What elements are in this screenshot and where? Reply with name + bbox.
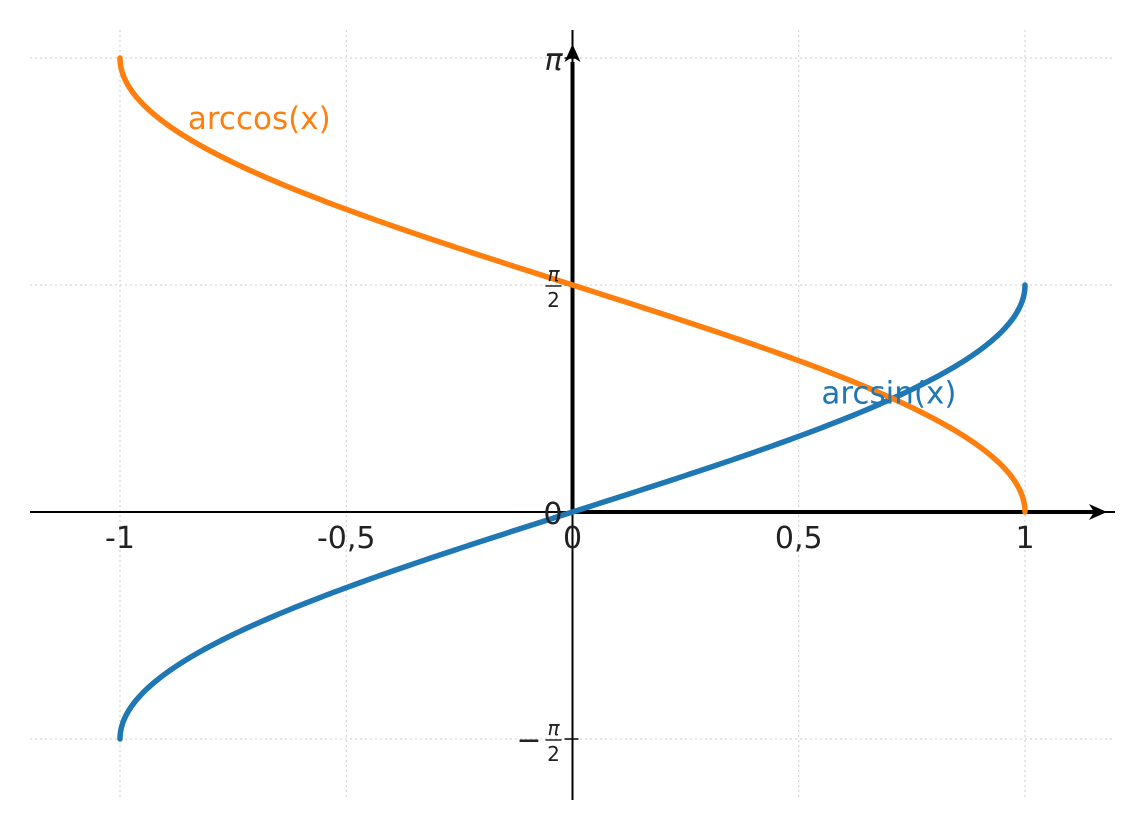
- series-line-arccos: [117, 55, 1028, 515]
- x-axis-arrowhead: [1089, 504, 1107, 520]
- series-label-arccos: arccos(x): [188, 101, 331, 137]
- fraction-denominator: 2: [547, 742, 560, 766]
- x-tick-label: 0,5: [775, 521, 823, 556]
- fraction-numerator: π: [547, 262, 560, 286]
- axes: [30, 30, 1115, 800]
- x-tick-label: 0: [563, 521, 582, 556]
- fraction-denominator: 2: [547, 288, 560, 312]
- fraction-sign: −: [516, 723, 541, 758]
- y-tick-label-fraction-3: π2−: [516, 716, 562, 766]
- series: [117, 55, 1028, 742]
- y-tick-label-zero: 0: [543, 497, 562, 532]
- x-tick-label: 1: [1015, 521, 1034, 556]
- series-label-arcsin: arcsin(x): [821, 376, 956, 412]
- x-tick-label: -1: [105, 521, 135, 556]
- x-tick-label: -0,5: [317, 521, 376, 556]
- series-labels: arcsin(x) arccos(x): [188, 101, 957, 412]
- y-tick-label-pi: π: [544, 43, 563, 78]
- y-tick-label-fraction-1: π2: [545, 262, 562, 312]
- fraction-numerator: π: [547, 716, 560, 740]
- series-line-arcsin: [117, 282, 1028, 742]
